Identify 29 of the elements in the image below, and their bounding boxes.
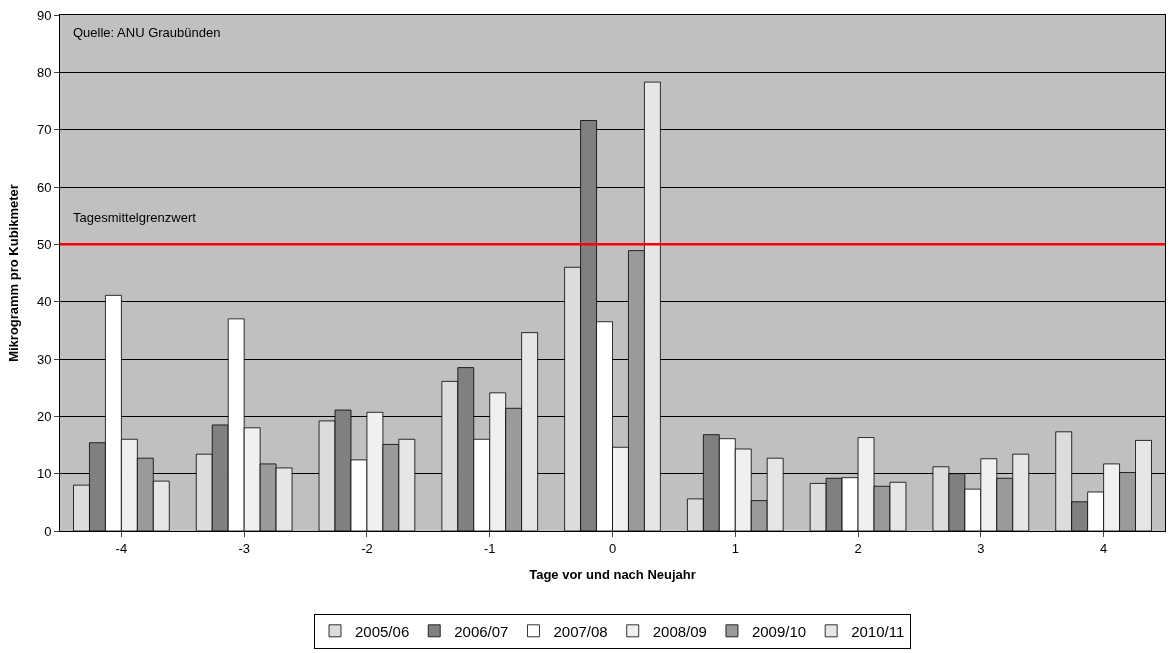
annotation: Quelle: ANU Graubünden — [73, 25, 221, 40]
x-tick-label: 0 — [608, 540, 617, 556]
x-tick-label: -2 — [361, 540, 373, 556]
y-tick-label: 70 — [36, 122, 52, 138]
legend-label: 2006/07 — [454, 622, 509, 640]
x-tick-label: 1 — [731, 540, 739, 556]
y-tick-label: 10 — [36, 466, 52, 482]
legend-label: 2008/09 — [652, 622, 707, 640]
y-tick-label: 0 — [44, 523, 52, 539]
x-tick-label: -3 — [238, 540, 250, 556]
legend-label: 2007/08 — [553, 622, 608, 640]
y-tick-label: 60 — [36, 179, 52, 195]
legend-label: 2010/11 — [851, 622, 905, 640]
x-tick-label: 4 — [1099, 540, 1108, 556]
x-tick-label: -4 — [115, 540, 128, 556]
y-tick-label: 40 — [36, 294, 52, 310]
x-axis-title: Tage vor und nach Neujahr — [529, 567, 696, 583]
x-tick-label: -1 — [483, 540, 496, 556]
y-tick-label: 90 — [36, 7, 52, 23]
y-axis-title: Mikrogramm pro Kubikmeter — [5, 184, 21, 362]
legend-label: 2005/06 — [355, 622, 410, 640]
y-tick-label: 50 — [36, 236, 52, 252]
x-tick-label: 2 — [854, 540, 862, 556]
legend-label: 2009/10 — [751, 622, 807, 640]
y-tick-label: 30 — [36, 351, 52, 367]
y-tick-label: 20 — [36, 408, 52, 424]
y-tick-label: 80 — [36, 64, 52, 80]
x-tick-label: 3 — [977, 540, 985, 556]
ref-line-label: Tagesmittelgrenzwert — [73, 210, 197, 225]
